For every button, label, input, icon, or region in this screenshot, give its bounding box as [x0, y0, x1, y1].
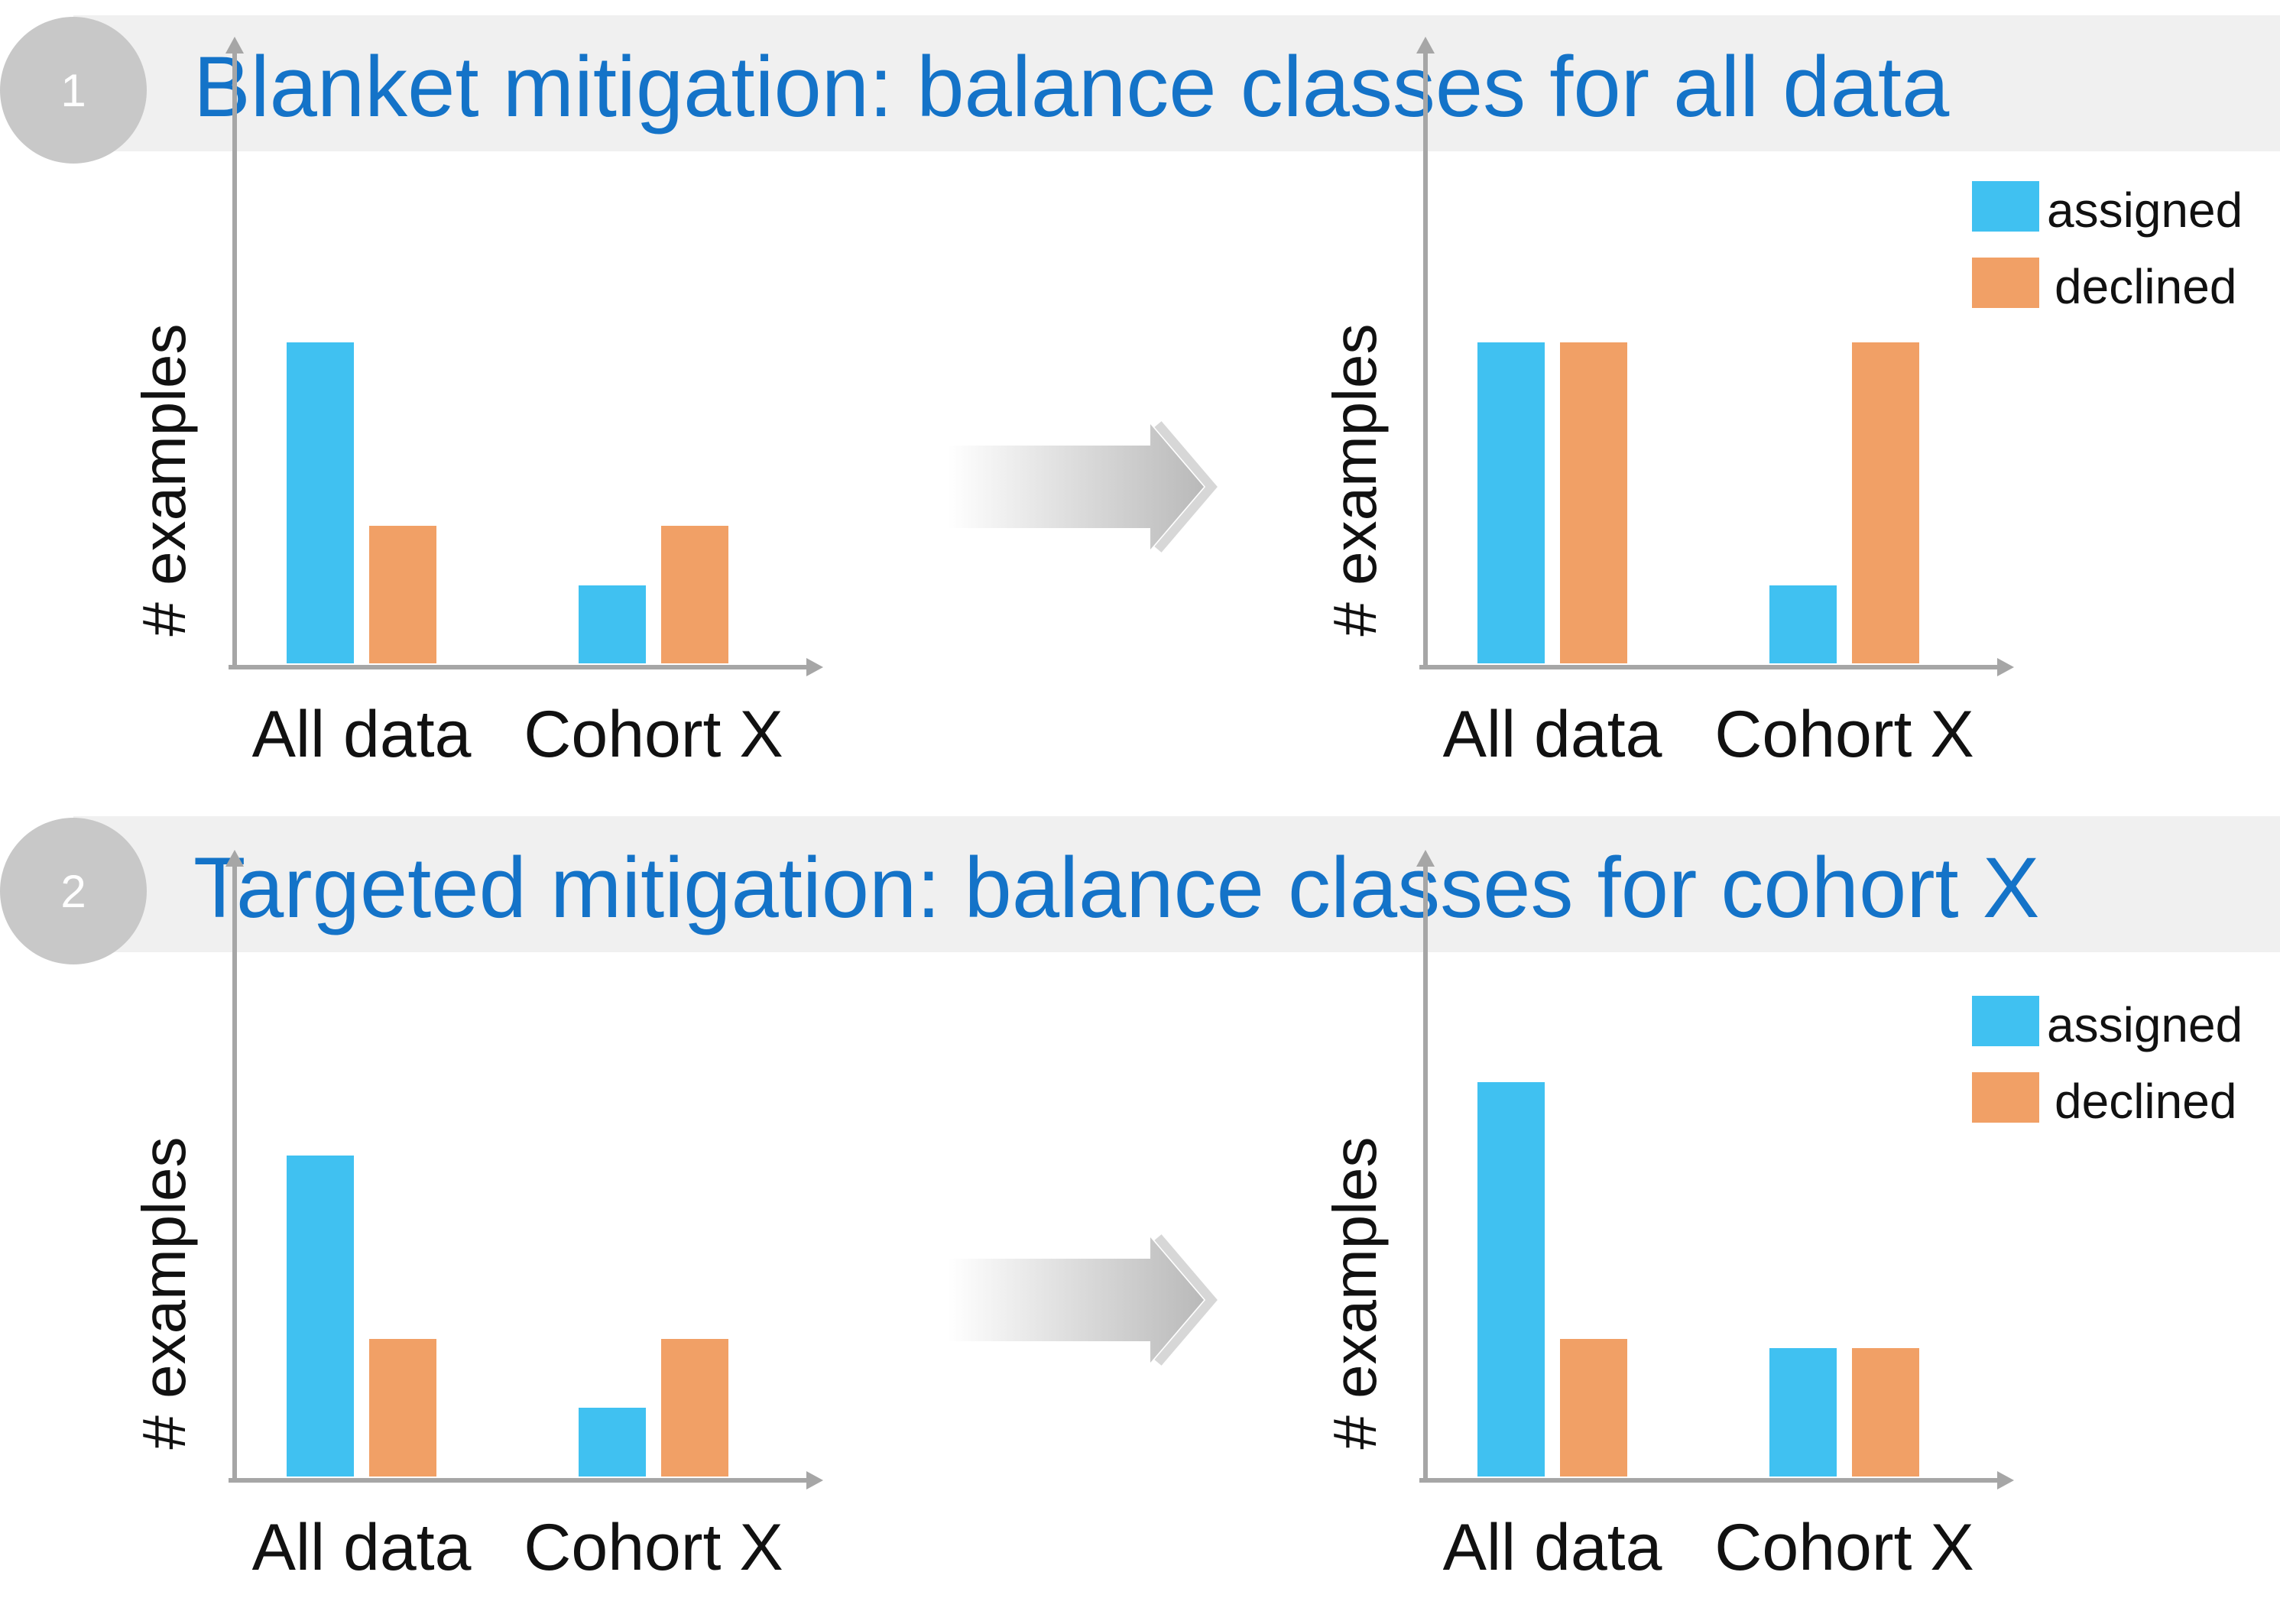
bar-assigned-cohort-x — [579, 1408, 646, 1477]
legend-label-declined: declined — [2055, 1074, 2237, 1129]
bar-assigned-cohort-x — [579, 585, 646, 663]
x-axis-arrowhead — [1997, 1471, 2014, 1489]
x-axis-arrowhead — [1997, 658, 2014, 676]
declined-swatch — [1972, 258, 2039, 308]
section-2-title: Targeted mitigation: balance classes for… — [193, 840, 2040, 935]
double-chevron-arrow-icon — [948, 1234, 1218, 1366]
y-axis-arrowhead — [1416, 37, 1435, 53]
y-axis-label: # examples — [130, 1136, 198, 1449]
bar-declined-cohort-x — [1852, 1348, 1919, 1477]
bar-declined-all-data — [1560, 342, 1627, 663]
x-axis-arrowhead — [806, 1471, 823, 1489]
bar-declined-all-data — [369, 526, 436, 663]
double-chevron-arrow-icon — [948, 421, 1218, 553]
bar-assigned-all-data — [287, 342, 354, 663]
section-2-number-badge: 2 — [0, 818, 147, 964]
section-1-number-badge: 1 — [0, 17, 147, 164]
x-tick-label: All data — [1443, 1511, 1662, 1584]
bar-declined-cohort-x — [661, 526, 728, 663]
legend-label-assigned: assigned — [2047, 183, 2243, 238]
bar-assigned-cohort-x — [1769, 1348, 1837, 1477]
x-tick-label: Cohort X — [524, 1511, 783, 1584]
bar-assigned-all-data — [1477, 1082, 1545, 1477]
bar-assigned-cohort-x — [1769, 585, 1837, 663]
bar-declined-cohort-x — [1852, 342, 1919, 663]
x-tick-label: All data — [1443, 698, 1662, 771]
bar-assigned-all-data — [1477, 342, 1545, 663]
section-1-banner — [73, 15, 2280, 151]
y-axis-label: # examples — [1321, 323, 1389, 636]
x-tick-label: Cohort X — [1714, 698, 1974, 771]
y-axis-label: # examples — [130, 323, 198, 636]
bar-declined-all-data — [1560, 1339, 1627, 1477]
y-axis-arrowhead — [1416, 850, 1435, 867]
x-axis-arrowhead — [806, 658, 823, 676]
assigned-swatch — [1972, 181, 2039, 232]
bar-declined-all-data — [369, 1339, 436, 1477]
bar-declined-cohort-x — [661, 1339, 728, 1477]
x-tick-label: All data — [252, 698, 472, 771]
y-axis-arrowhead — [225, 37, 244, 53]
y-axis-label: # examples — [1321, 1136, 1389, 1449]
x-tick-label: Cohort X — [1714, 1511, 1974, 1584]
section-2-banner — [73, 816, 2280, 952]
legend-label-assigned: assigned — [2047, 997, 2243, 1052]
y-axis-arrowhead — [225, 850, 244, 867]
x-tick-label: Cohort X — [524, 698, 783, 771]
assigned-swatch — [1972, 996, 2039, 1046]
bar-assigned-all-data — [287, 1156, 354, 1477]
x-tick-label: All data — [252, 1511, 472, 1584]
legend-item-assigned: assigned — [1972, 996, 2278, 1052]
legend-item-assigned: assigned — [1972, 181, 2278, 238]
legend-item-declined: declined — [1972, 1072, 2278, 1129]
section-1-title: Blanket mitigation: balance classes for … — [193, 39, 1950, 135]
legend-item-declined: declined — [1972, 258, 2278, 314]
legend-label-declined: declined — [2055, 259, 2237, 314]
declined-swatch — [1972, 1072, 2039, 1123]
